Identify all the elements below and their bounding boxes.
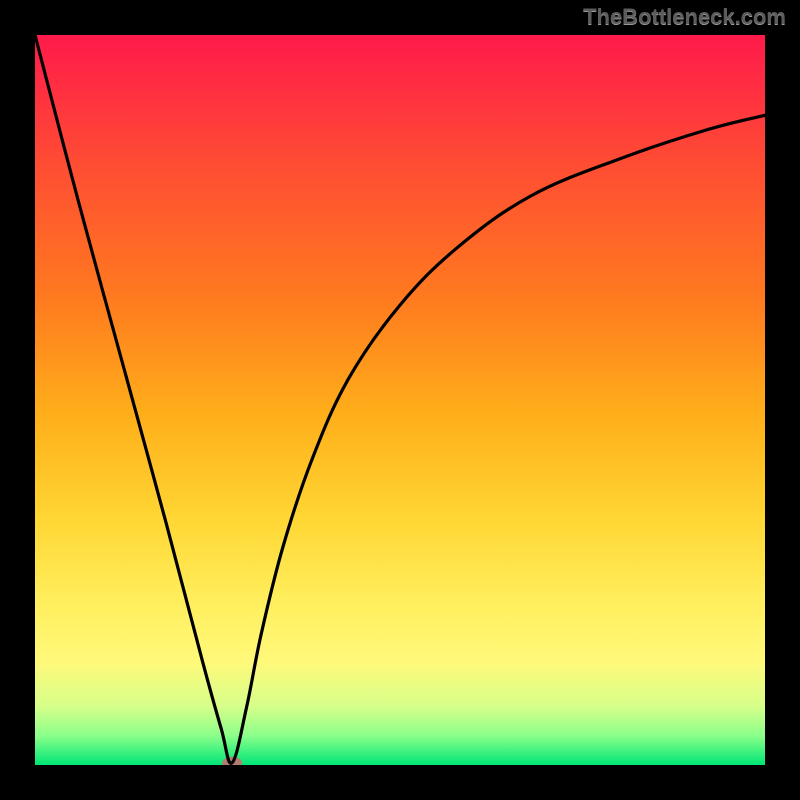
watermark-text: TheBottleneck.com	[583, 4, 786, 30]
chart-svg	[0, 0, 800, 800]
chart-stage: TheBottleneck.com	[0, 0, 800, 800]
